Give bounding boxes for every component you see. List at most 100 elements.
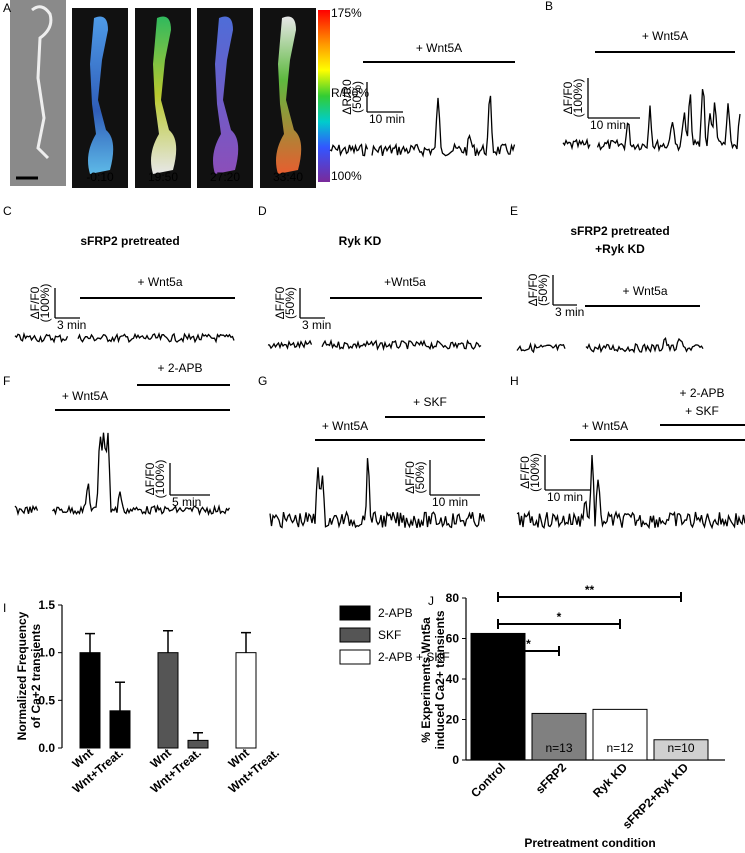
legend-label: 2-APB + SKF: [378, 650, 450, 664]
panel-title: Ryk KD: [339, 234, 382, 248]
scale-y-label: (100%): [153, 460, 167, 499]
legend-swatch: [339, 627, 371, 643]
scale-x-label: 10 min: [590, 118, 626, 132]
x-tick-label: Ryk KD: [590, 760, 630, 800]
colorbar-label: 175%: [331, 6, 362, 20]
scale-y-label: ΔF/F0: [143, 462, 157, 495]
panel-label: D: [258, 204, 267, 218]
y-tick-label: 0: [452, 753, 459, 767]
colorbar-label: R/R0%: [331, 86, 369, 100]
treatment-label: + 2-APB: [157, 361, 202, 375]
treatment-label: + Wnt5A: [62, 389, 108, 403]
scale-x-label: 3 min: [302, 318, 331, 332]
panel-label: G: [258, 374, 267, 388]
scale-x-label: 10 min: [432, 495, 468, 509]
neuron: [88, 16, 114, 174]
neuron: [213, 16, 239, 174]
panel-title: +Ryk KD: [595, 242, 645, 256]
trace: [516, 336, 704, 354]
scale-y-label: (50%): [536, 274, 550, 306]
x-axis-label: Pretreatment condition: [524, 836, 655, 850]
bar: [157, 652, 179, 749]
scale-x-label: 10 min: [369, 112, 405, 126]
treatment-label: + SKF: [685, 404, 719, 418]
scale-y-label: ΔR/R0: [340, 79, 354, 115]
panel-label: A: [3, 1, 11, 15]
panel-label: C: [3, 204, 12, 218]
timestamp: 33:40: [273, 170, 303, 184]
legend-label: 2-APB: [378, 606, 413, 620]
treatment-label: +Wnt5a: [384, 275, 426, 289]
panel-title: sFRP2 pretreated: [80, 234, 179, 248]
colorbar: [318, 10, 330, 182]
panel-label: I: [3, 601, 6, 615]
y-tick-label: 0.0: [38, 741, 55, 755]
panel-a-images: [10, 0, 66, 186]
colorbar-label: 100%: [331, 169, 362, 183]
panel-label: B: [545, 0, 553, 13]
significance-label: **: [585, 583, 595, 597]
y-tick-label: 1.0: [38, 646, 55, 660]
neuron: [276, 16, 302, 174]
x-tick-label: Control: [468, 760, 508, 800]
bar: [235, 652, 257, 749]
x-tick-label: sFRP2+Ryk KD: [620, 760, 692, 832]
bar: [592, 708, 648, 761]
trace: [14, 331, 235, 344]
x-tick-label: sFRP2: [533, 760, 570, 797]
bar: [79, 652, 101, 749]
y-axis-label: Normalized Frequency: [15, 611, 29, 740]
bar: [653, 739, 709, 761]
scale-y-label: ΔF/F0: [526, 273, 540, 306]
y-axis-label: % Experiments Wnt5a: [419, 617, 433, 743]
treatment-label: + Wnt5A: [582, 419, 628, 433]
y-tick-label: 60: [446, 632, 460, 646]
significance-label: *: [557, 610, 562, 624]
scale-y-label: ΔF/F0: [518, 456, 532, 489]
scale-y-label: (100%): [38, 284, 52, 323]
scale-x-label: 3 min: [555, 305, 584, 319]
y-tick-label: 40: [446, 672, 460, 686]
scale-y-label: (50%): [350, 81, 364, 113]
legend-label: SKF: [378, 628, 401, 642]
y-tick-label: 80: [446, 591, 460, 605]
trace: [269, 458, 486, 529]
trace: [14, 432, 231, 517]
timestamp: 19:50: [148, 170, 178, 184]
treatment-label: + SKF: [413, 395, 447, 409]
scale-x-label: 10 min: [547, 490, 583, 504]
significance-label: *: [526, 637, 531, 651]
treatment-label: + 2-APB: [679, 386, 724, 400]
neuron: [31, 5, 53, 160]
panel-label: J: [428, 594, 434, 608]
bar: [109, 710, 131, 749]
y-tick-label: 0.5: [38, 693, 55, 707]
scale-y-label: ΔF/F0: [403, 461, 417, 494]
trace: [267, 338, 482, 352]
scale-y-label: ΔF/F0: [28, 286, 42, 319]
scale-x-label: 3 min: [57, 318, 86, 332]
panel-title: sFRP2 pretreated: [570, 224, 669, 238]
timestamp: 27:20: [210, 170, 240, 184]
legend-swatch: [339, 649, 371, 665]
scale-y-label: (100%): [571, 79, 585, 118]
timestamp: -0:10: [86, 170, 114, 184]
trace: [329, 95, 516, 158]
y-axis-label: induced Ca2+ transients: [433, 610, 447, 749]
treatment-label: + Wnt5a: [622, 284, 667, 298]
brightfield-image: [10, 0, 66, 186]
panel-label: E: [510, 204, 518, 218]
scale-y-label: (50%): [283, 287, 297, 319]
scale-y-label: (50%): [413, 461, 427, 493]
scale-x-label: 5 min: [172, 495, 201, 509]
bar: [187, 739, 209, 749]
panel-label: H: [510, 374, 519, 388]
bar-annotation: n=10: [667, 741, 694, 755]
y-tick-label: 1.5: [38, 598, 55, 612]
treatment-label: + Wnt5a: [137, 275, 182, 289]
bar-annotation: n=13: [545, 741, 572, 755]
bar: [531, 712, 587, 761]
scale-y-label: ΔF/F0: [561, 81, 575, 114]
trace: [516, 454, 745, 530]
